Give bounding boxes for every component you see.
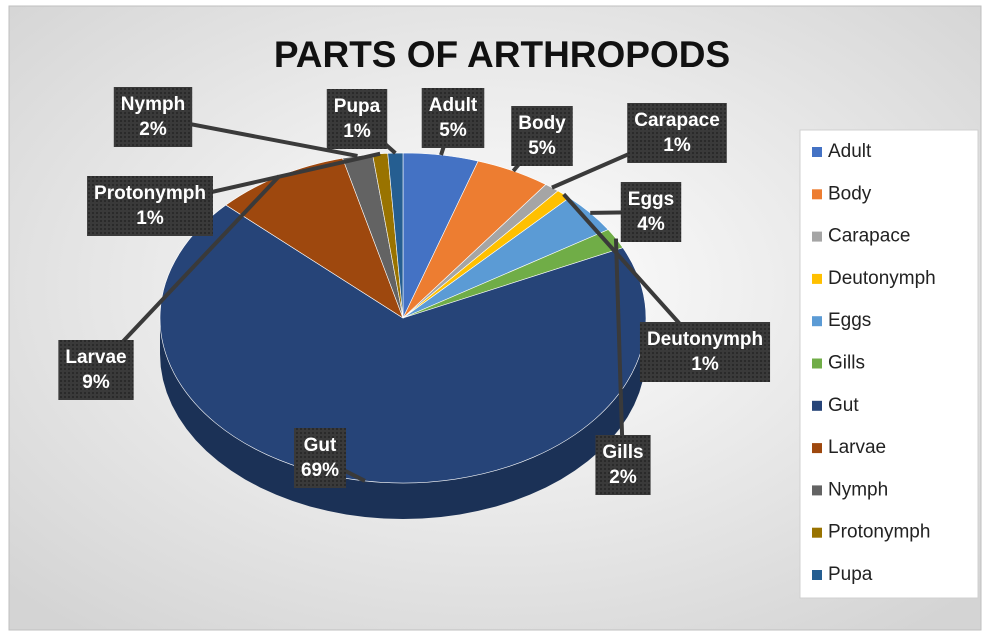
label-name: Body (518, 113, 566, 134)
label-name: Eggs (628, 189, 674, 210)
legend-label: Pupa (828, 564, 873, 585)
label-box (639, 322, 771, 382)
legend-label: Adult (828, 141, 872, 162)
leader-line (94, 174, 281, 372)
legend-swatch (812, 358, 822, 369)
legend-swatch (812, 527, 822, 538)
legend-swatch (812, 443, 822, 454)
data-label: Gut 69% (293, 428, 347, 488)
legend-label: Nymph (828, 479, 888, 500)
label-value: 1% (691, 354, 719, 375)
data-label: Protonymph 1% (87, 176, 213, 236)
legend-swatch (812, 273, 822, 284)
label-name: Gut (304, 435, 337, 456)
chart-title: PARTS OF ARTHROPODS (274, 34, 730, 75)
label-value: 5% (439, 120, 467, 141)
label-value: 2% (139, 119, 167, 140)
label-name: Adult (429, 95, 478, 116)
legend-label: Eggs (828, 310, 871, 331)
label-value: 69% (301, 460, 339, 481)
label-name: Nymph (121, 94, 185, 115)
legend-label: Carapace (828, 226, 910, 247)
legend-swatch (812, 316, 822, 327)
data-label: Deutonymph 1% (639, 322, 771, 382)
label-name: Larvae (65, 347, 126, 368)
slice-side (160, 318, 646, 519)
data-label: Carapace 1% (627, 103, 727, 163)
legend-swatch (812, 231, 822, 242)
label-name: Protonymph (94, 183, 206, 204)
legend-label: Gills (828, 353, 865, 374)
label-box (113, 87, 193, 147)
legend-label: Gut (828, 395, 859, 416)
legend (799, 129, 979, 599)
label-box (421, 88, 485, 148)
label-value: 4% (637, 214, 665, 235)
legend-label: Protonymph (828, 522, 930, 543)
data-label: Nymph 2% (113, 87, 193, 147)
label-value: 1% (343, 121, 371, 142)
label-box (326, 89, 388, 149)
legend-label: Body (828, 183, 872, 204)
data-label: Eggs 4% (620, 182, 682, 242)
label-name: Carapace (634, 110, 720, 131)
label-box (511, 106, 573, 166)
data-label: Adult 5% (421, 88, 485, 148)
legend-swatch (812, 485, 822, 496)
label-box (627, 103, 727, 163)
legend-label: Deutonymph (828, 268, 936, 289)
label-box (87, 176, 213, 236)
data-label: Larvae 9% (58, 340, 134, 400)
data-label: Body 5% (511, 106, 573, 166)
legend-swatch (812, 189, 822, 200)
data-label: Pupa 1% (326, 89, 388, 149)
label-value: 1% (663, 135, 691, 156)
label-value: 5% (528, 138, 556, 159)
leader-line (613, 238, 625, 466)
legend-swatch (812, 570, 822, 580)
label-value: 9% (82, 372, 110, 393)
label-value: 1% (136, 208, 164, 229)
label-name: Gills (602, 442, 643, 463)
label-box (293, 428, 347, 488)
label-value: 2% (609, 467, 637, 488)
label-name: Pupa (334, 96, 381, 117)
legend-label: Larvae (828, 437, 886, 458)
label-name: Deutonymph (647, 329, 763, 350)
legend-swatch (812, 147, 822, 157)
label-box (595, 435, 651, 495)
data-label: Gills 2% (595, 435, 651, 495)
label-box (58, 340, 134, 400)
label-box (620, 182, 682, 242)
slice (387, 152, 404, 319)
legend-swatch (812, 400, 822, 411)
